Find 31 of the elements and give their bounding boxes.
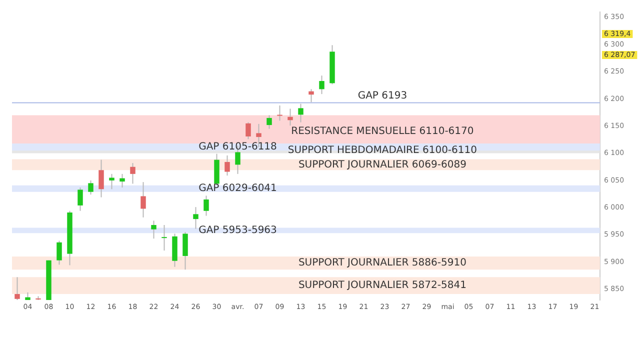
candlestick — [120, 173, 125, 188]
candlestick — [14, 276, 20, 300]
candlestick — [88, 180, 94, 196]
annotation: GAP 5953-5963 — [198, 225, 277, 236]
candlestick — [109, 173, 114, 190]
candlestick — [277, 104, 282, 122]
candlestick — [246, 122, 251, 140]
band-label: SUPPORT HEBDOMADAIRE 6100-6110 — [288, 145, 478, 156]
candlestick — [130, 162, 136, 184]
candlestick — [319, 75, 324, 95]
annotation: GAP 6029-6041 — [198, 183, 277, 194]
candlestick — [298, 103, 304, 123]
candlestick — [78, 187, 83, 212]
candlestick — [162, 224, 167, 252]
candlestick — [308, 88, 314, 103]
candlestick — [98, 159, 104, 198]
band-label: SUPPORT JOURNALIER 5886-5910 — [298, 258, 466, 269]
candlestick — [224, 154, 230, 176]
candlestick — [288, 108, 293, 126]
candlestick — [193, 206, 198, 230]
band-label: RESISTANCE MENSUELLE 6110-6170 — [291, 126, 474, 138]
candlestick — [266, 114, 272, 130]
candlestick — [204, 195, 209, 216]
candlestick — [140, 182, 146, 218]
band-label: SUPPORT JOURNALIER 6069-6089 — [298, 159, 466, 170]
candlestick — [151, 220, 156, 240]
band-label: SUPPORT JOURNALIER 5872-5841 — [298, 280, 466, 292]
candlestick — [56, 240, 62, 266]
candlestick — [182, 232, 188, 270]
annotation: GAP 6105-6118 — [198, 142, 277, 153]
ref-line-label: GAP 6193 — [358, 90, 408, 102]
